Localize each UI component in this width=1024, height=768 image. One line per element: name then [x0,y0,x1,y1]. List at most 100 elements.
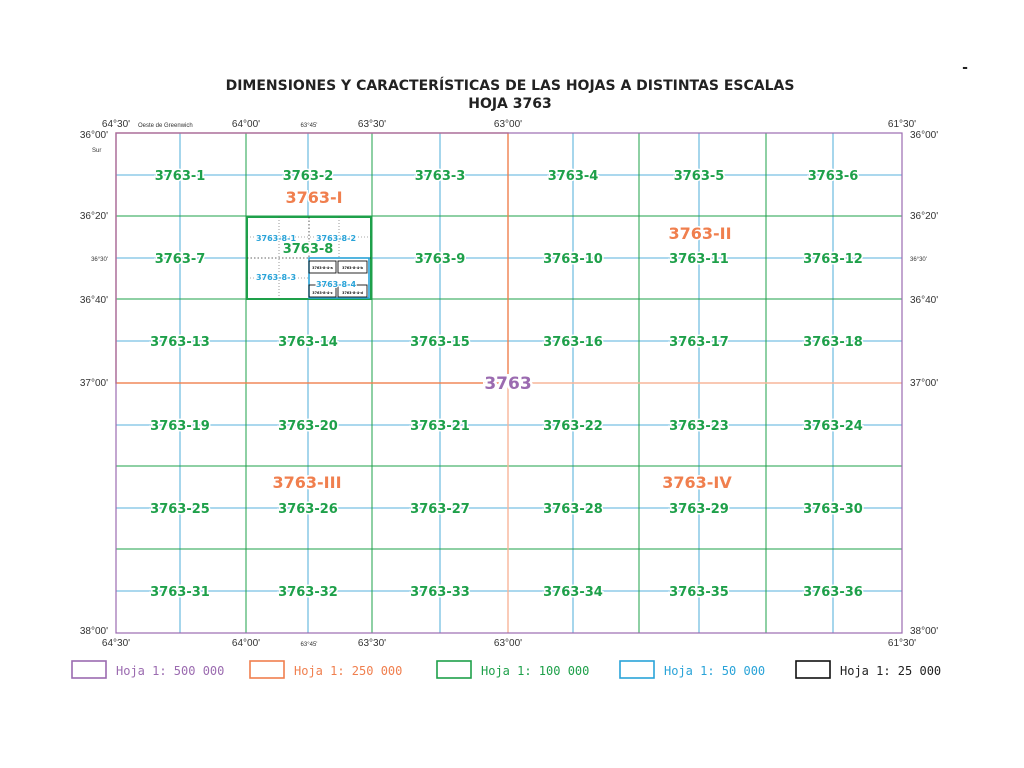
hemisphere-note: Sur [92,148,101,154]
bottom-longitude-label: 63°45' [301,642,318,648]
diagram-title: DIMENSIONES Y CARACTERÍSTICAS DE LAS HOJ… [226,77,795,94]
label-1-500000: 3763 [482,372,534,397]
sheet-label-1-500000: 3763 [484,374,531,394]
sheet-label-1-100000: 3763-29 [669,502,729,517]
right-latitude-label: 37°00' [910,378,938,389]
sheet-label-1-100000: 3763-12 [803,252,863,267]
sheet-label-1-100000: 3763-27 [410,502,470,517]
sheet-label-1-100000: 3763-10 [543,252,603,267]
coordinate-labels: 64°30' 64°00' 63°45' 63°30' 63°00' 61°30' 64°3… [80,119,938,649]
sheet-label-1-100000: 3763-31 [150,585,210,600]
sheet-label-1-50000: 3763-8-1 [256,234,296,243]
sheet-label-1-100000: 3763-34 [543,585,603,600]
sheet-1-25000-border [337,260,368,274]
sheet-label-1-100000: 3763-7 [155,252,206,267]
left-latitude-label: 38°00' [80,626,108,637]
sheet-label-1-250000: 3763-I [285,188,342,207]
sheet-label-1-100000: 3763-18 [803,335,863,350]
top-longitude-label: 63°45' [301,123,318,129]
sheet-label-1-25000: 3763-8-4-c [312,291,332,295]
right-latitude-label: 36°20' [910,211,938,222]
diagram-subtitle: HOJA 3763 [468,96,552,112]
bottom-longitude-label: 64°30' [102,638,130,649]
legend-label: Hoja 1: 25 000 [840,664,941,678]
sheet-1-25000-border [337,284,368,298]
right-latitude-label: 38°00' [910,626,938,637]
sheet-1-25000-border [308,260,337,274]
sheet-1-500000-border [115,132,903,634]
sheet-label-1-100000: 3763-3 [415,169,466,184]
labels-1-100000: 3763-1 3763-2 3763-3 3763-4 3763-5 3763-6 3763… [149,168,865,602]
sheet-label-1-25000: 3763-8-4-b [342,266,363,270]
sheet-label-1-100000: 3763-9 [415,252,466,267]
bottom-longitude-label: 63°00' [494,638,522,649]
sheet-label-1-100000: 3763-30 [803,502,863,517]
legend-swatch [71,660,107,679]
left-latitude-label: 36°40' [80,295,108,306]
legend-swatch [795,660,831,679]
sheet-label-1-100000: 3763-19 [150,419,210,434]
sheet-label-1-50000: 3763-8-4 [316,280,356,289]
sheet-3763-8-4-border [308,257,370,299]
left-latitude-label: 36°30' [91,257,108,263]
sheet-label-1-250000: 3763-IV [662,473,732,492]
top-longitude-label: 63°00' [494,119,522,130]
sheet-label-1-250000: 3763-II [668,224,731,243]
bottom-longitude-label: 61°30' [888,638,916,649]
top-longitude-label: 61°30' [888,119,916,130]
sheet-label-1-25000: 3763-8-4-a [312,266,333,270]
right-latitude-label: 36°40' [910,295,938,306]
legend-swatch [436,660,472,679]
bottom-longitude-label: 63°30' [358,638,386,649]
legend-swatch [249,660,285,679]
sheet-label-1-100000: 3763-6 [808,169,859,184]
right-latitude-label: 36°30' [910,257,927,263]
sheet-label-1-250000: 3763-III [272,473,341,492]
sheet-label-1-100000: 3763-15 [410,335,470,350]
legend-label: Hoja 1: 500 000 [116,664,224,678]
legend-label: Hoja 1: 250 000 [294,664,402,678]
left-latitude-label: 36°00' [80,130,108,141]
corner-mark: - [962,60,968,76]
sheet-label-1-100000: 3763-24 [803,419,863,434]
sheet-label-1-100000: 3763-23 [669,419,729,434]
left-latitude-label: 36°20' [80,211,108,222]
sheet-label-3763-8: 3763-8 [283,242,334,257]
legend-label: Hoja 1: 50 000 [664,664,765,678]
top-longitude-label: 63°30' [358,119,386,130]
sheet-label-1-100000: 3763-13 [150,335,210,350]
sheet-label-1-100000: 3763-2 [283,169,334,184]
sheet-label-1-100000: 3763-14 [278,335,338,350]
sheet-label-1-100000: 3763-32 [278,585,338,600]
sheet-label-1-100000: 3763-21 [410,419,470,434]
sheet-label-1-100000: 3763-33 [410,585,470,600]
sheet-label-1-100000: 3763-26 [278,502,338,517]
top-longitude-label: 64°30' [102,119,130,130]
sheet-label-1-100000: 3763-25 [150,502,210,517]
bottom-longitude-label: 64°00' [232,638,260,649]
top-longitude-label: 64°00' [232,119,260,130]
sheet-label-1-100000: 3763-16 [543,335,603,350]
left-latitude-label: 37°00' [80,378,108,389]
sheet-1-25000-border [308,284,337,298]
sheet-label-1-100000: 3763-28 [543,502,603,517]
sheet-label-1-25000: 3763-8-4-d [342,291,363,295]
sheet-label-1-100000: 3763-4 [548,169,599,184]
sheet-label-1-100000: 3763-35 [669,585,729,600]
legend-swatch [619,660,655,679]
sheet-label-1-50000: 3763-8-3 [256,273,296,282]
legend: Hoja 1: 500 000 Hoja 1: 250 000 Hoja 1: 10… [71,660,941,679]
right-latitude-label: 36°00' [910,130,938,141]
sheet-3763-8-detail: 3763-8-4-a 3763-8-4-b 3763-8-4-c 3763-8-4-d… [246,216,372,300]
sheet-label-1-100000: 3763-5 [674,169,725,184]
sheet-label-1-100000: 3763-11 [669,252,729,267]
sheet-label-1-100000: 3763-1 [155,169,206,184]
sheet-label-1-100000: 3763-22 [543,419,603,434]
sheet-label-1-100000: 3763-20 [278,419,338,434]
meridian-note: Oeste de Greenwich [138,123,193,129]
sheet-label-1-50000: 3763-8-2 [316,234,356,243]
sheet-label-1-100000: 3763-17 [669,335,729,350]
legend-label: Hoja 1: 100 000 [481,664,589,678]
sheet-label-1-100000: 3763-36 [803,585,863,600]
